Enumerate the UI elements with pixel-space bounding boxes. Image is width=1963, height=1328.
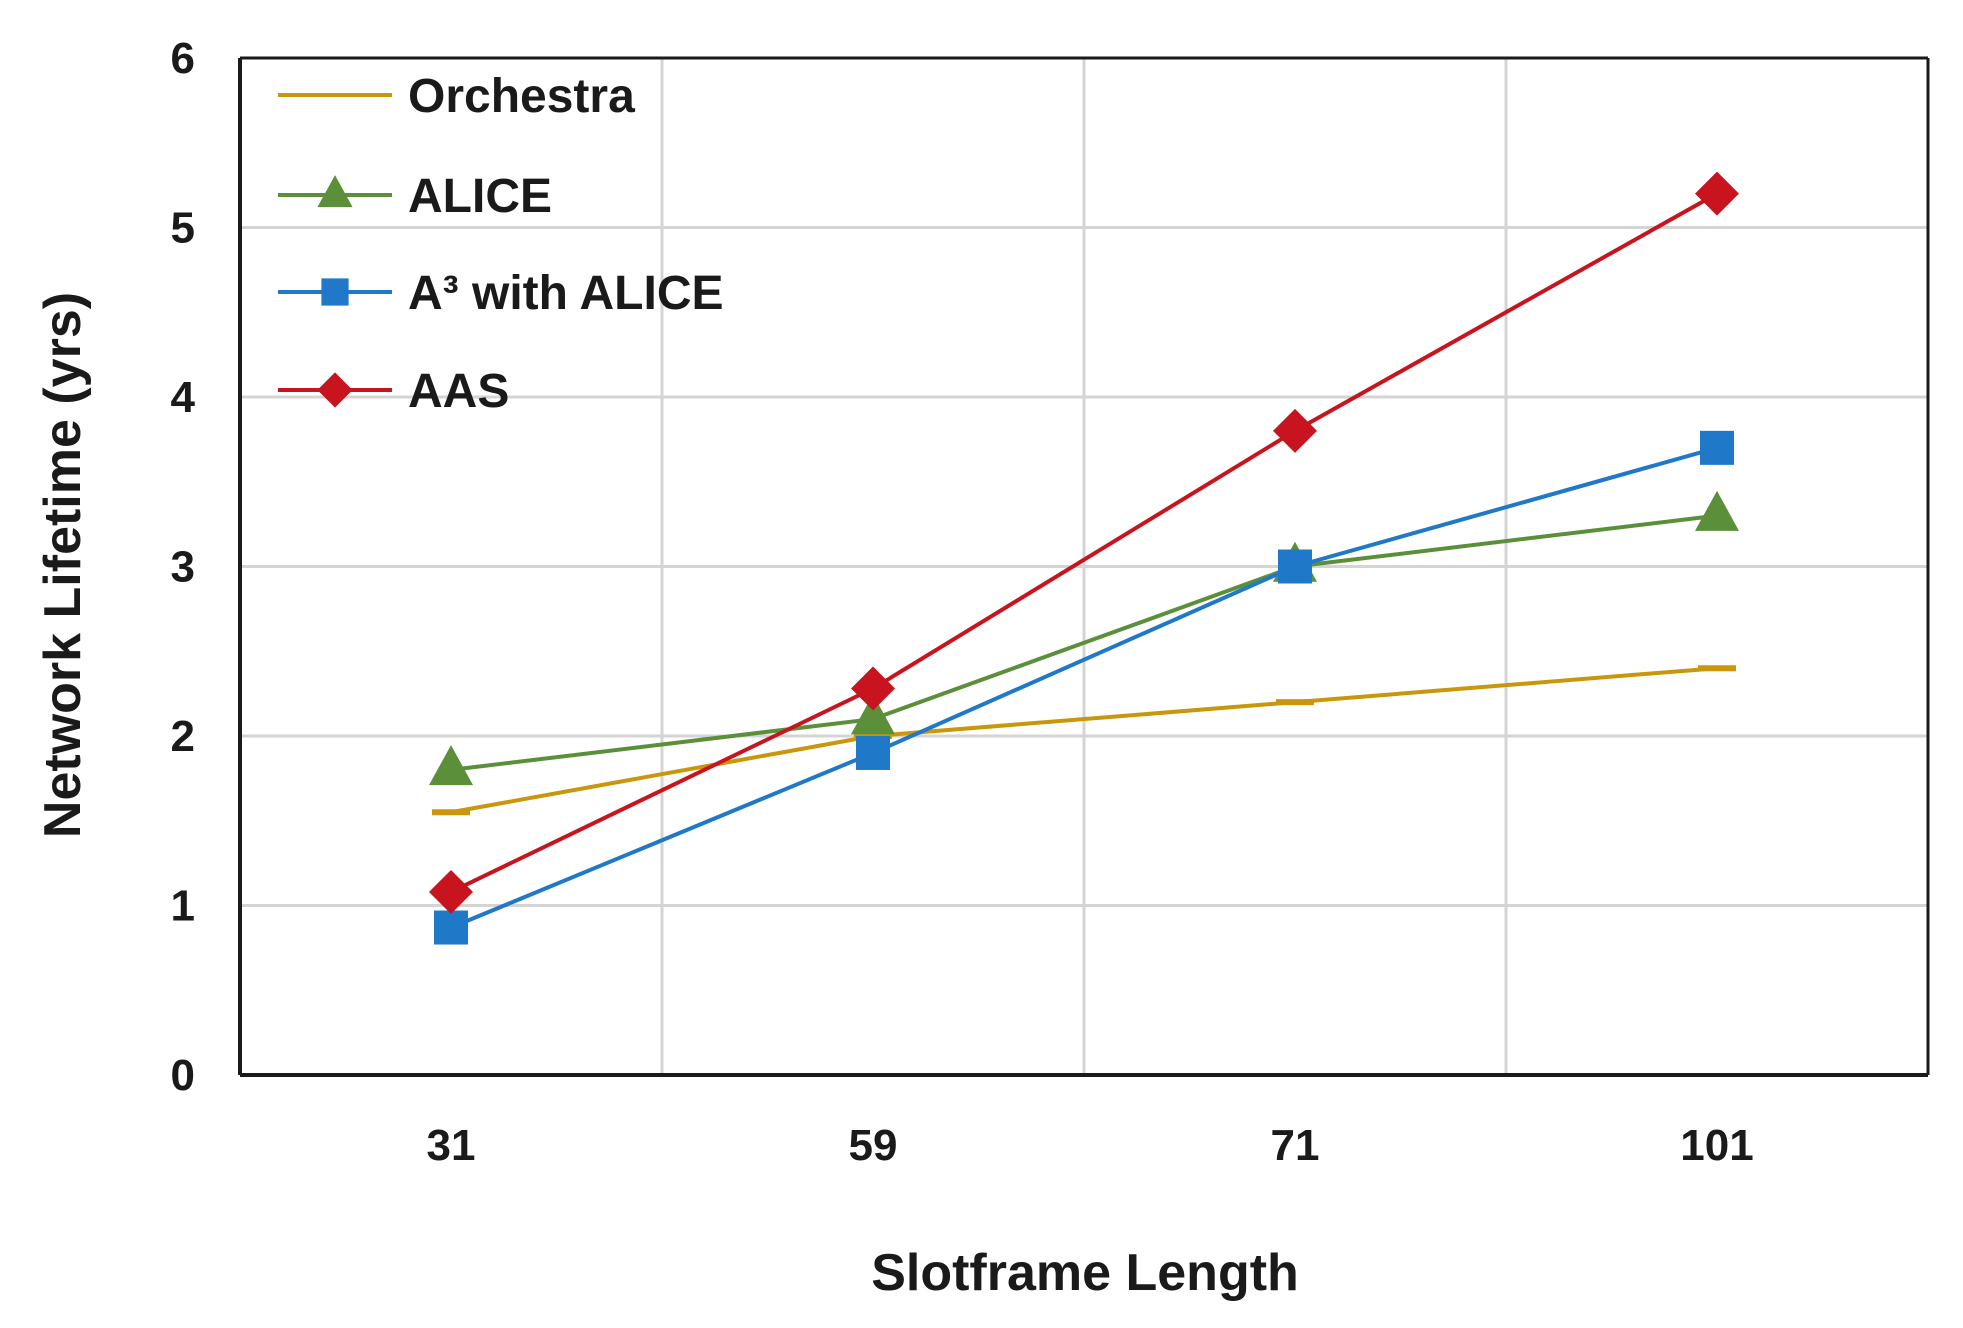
series-line [450, 666, 1718, 815]
data-point [429, 745, 473, 786]
legend-item: A³ with ALICE [278, 267, 724, 320]
x-tick-label: 31 [427, 1121, 476, 1170]
legend-item: AAS [278, 365, 509, 418]
legend-marker [317, 175, 353, 208]
x-tick-label: 71 [1271, 1121, 1320, 1170]
legend-item: Orchestra [278, 70, 635, 123]
data-point [1700, 430, 1734, 465]
axes [238, 56, 1930, 1077]
data-point [1273, 408, 1317, 453]
x-axis-title: Slotframe Length [871, 1244, 1299, 1302]
legend-label: A³ with ALICE [408, 267, 724, 320]
x-tick-label: 101 [1680, 1121, 1753, 1170]
series [429, 171, 1739, 945]
x-tick-label: 59 [849, 1121, 898, 1170]
y-axis-title: Network Lifetime (yrs) [34, 292, 92, 838]
legend-item: ALICE [278, 170, 552, 223]
y-tick-label: 6 [171, 34, 195, 83]
data-point [429, 869, 473, 914]
series-aas [429, 171, 1739, 914]
series-line [450, 191, 1718, 894]
series-line [450, 445, 1718, 930]
y-tick-label: 2 [171, 712, 195, 761]
series-line [450, 513, 1718, 772]
y-tick-label: 4 [171, 373, 196, 422]
legend-label: ALICE [408, 170, 552, 223]
data-point [434, 910, 468, 945]
y-tick-label: 1 [171, 882, 195, 931]
legend-marker [321, 278, 349, 306]
series-a-with-alice [434, 430, 1734, 945]
data-point [1278, 549, 1312, 584]
legend-label: AAS [408, 365, 509, 418]
data-point [851, 694, 895, 735]
data-point [1695, 490, 1739, 531]
legend-marker [317, 372, 353, 408]
tick-labels: 0 1 2 3 4 5 6 31 59 71 101 [171, 34, 1754, 1170]
data-point [851, 666, 895, 711]
legend: Orchestra ALICE A³ with ALICE AAS [278, 70, 724, 418]
data-point [856, 735, 890, 770]
y-tick-label: 3 [171, 543, 195, 592]
data-point [1695, 171, 1739, 216]
y-tick-label: 5 [171, 204, 195, 253]
legend-label: Orchestra [408, 70, 635, 123]
y-tick-label: 0 [171, 1051, 195, 1100]
